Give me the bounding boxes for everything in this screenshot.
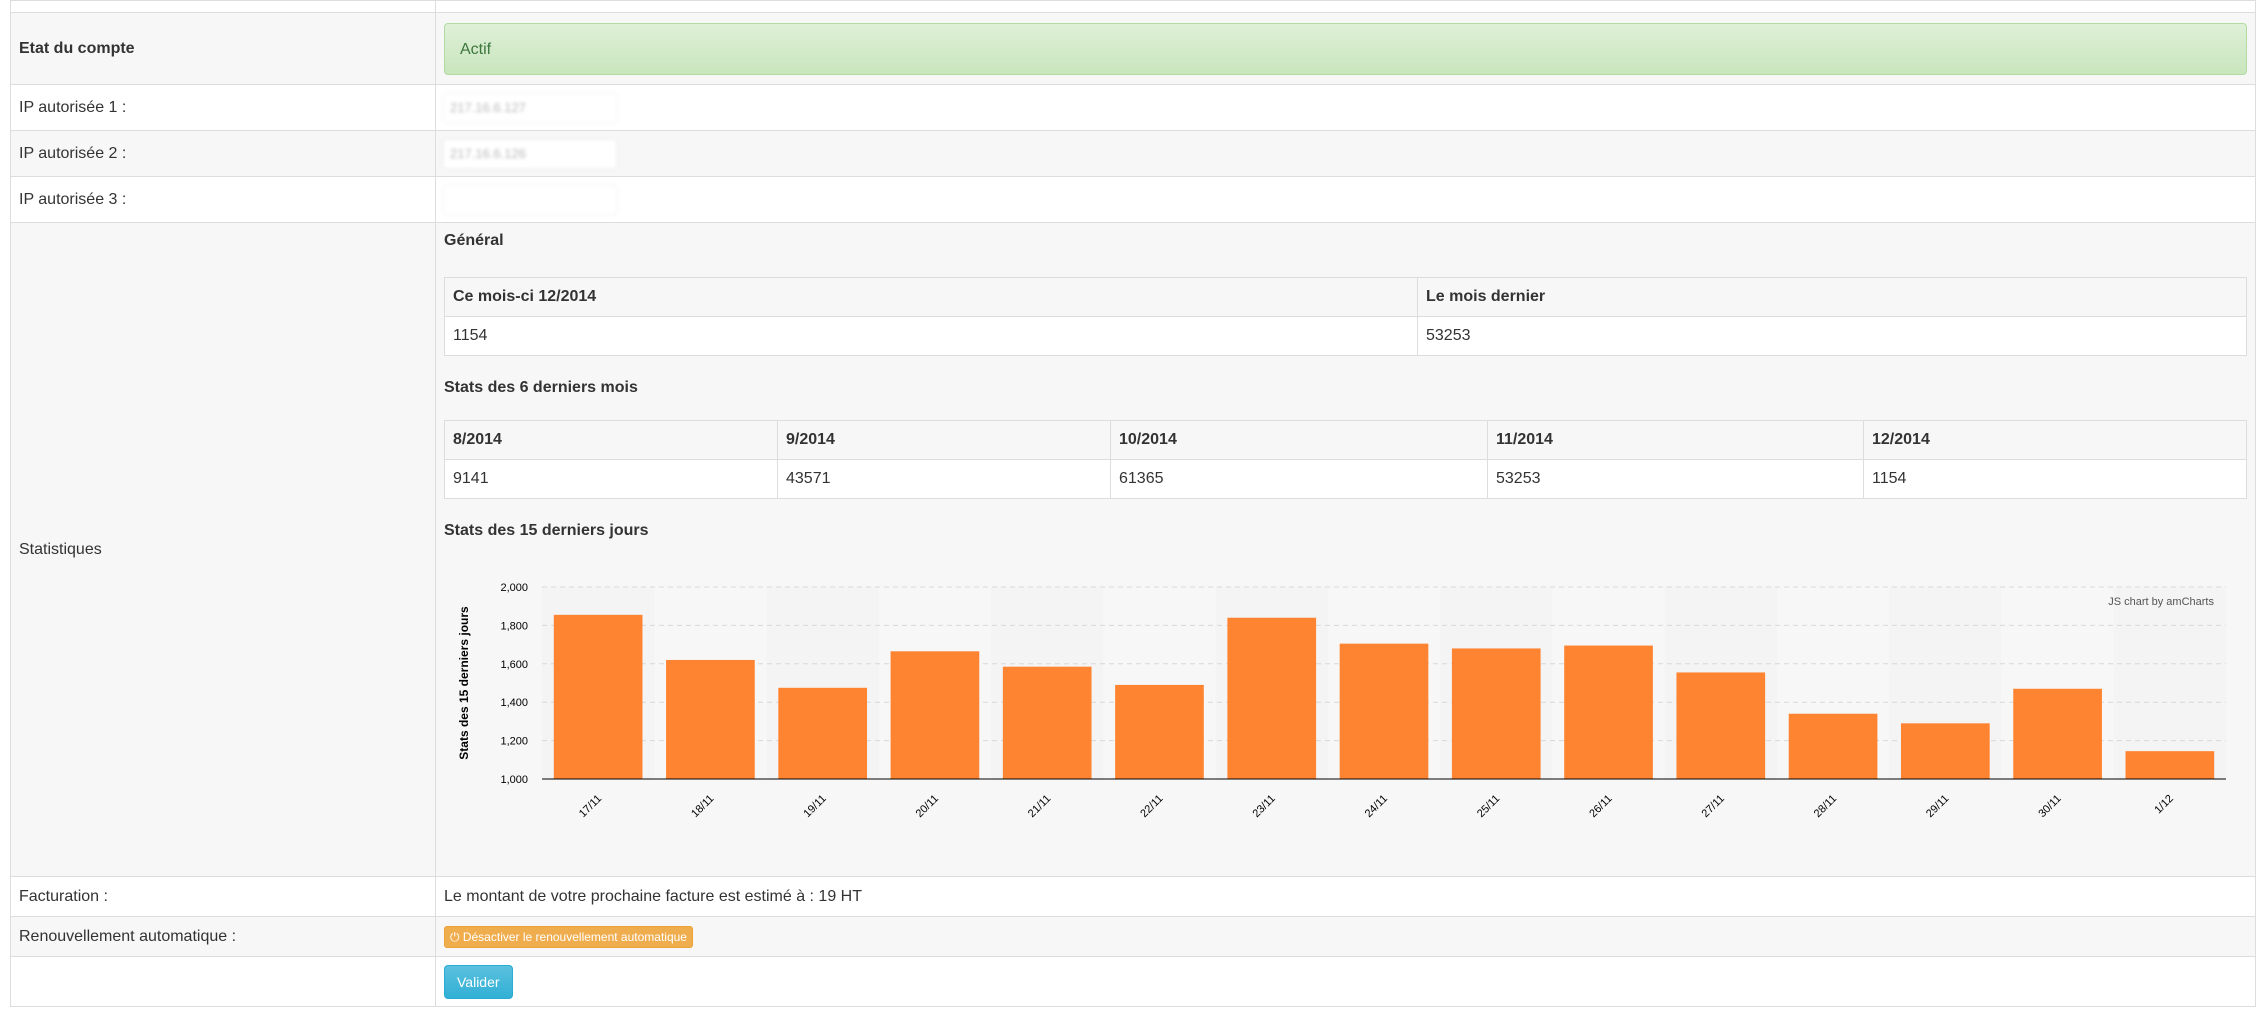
ip1-input[interactable]: 217.16.6.127	[444, 93, 616, 122]
chart-bar	[1227, 617, 1317, 779]
month-value: 43571	[777, 459, 1111, 499]
disable-renewal-button-label: Désactiver le renouvellement automatique	[462, 929, 687, 944]
six-months-table: 8/2014 9/2014 10/2014 11/2014 12/2014 91…	[444, 420, 2247, 499]
chart-credit: JS chart by amCharts	[2108, 596, 2214, 608]
statistics-row: Statistiques Général Ce mois-ci 12/2014 …	[10, 222, 2256, 877]
general-header-current: Ce mois-ci 12/2014	[444, 277, 1418, 317]
x-tick-label: 18/11	[689, 793, 716, 820]
general-table: Ce mois-ci 12/2014 Le mois dernier 1154 …	[444, 277, 2247, 356]
general-value-last: 53253	[1417, 316, 2247, 356]
daily-stats-chart: 1,000 1,200 1,400 1,600 1,800 2,000 17/11 18/11…	[444, 545, 2244, 855]
account-status-label: Etat du compte	[10, 12, 436, 85]
account-form: Etat du compte Actif IP autorisée 1 : 21…	[10, 0, 2256, 1007]
x-tick-label: 25/11	[1475, 793, 1502, 820]
general-header-last: Le mois dernier	[1417, 277, 2247, 317]
y-tick-label: 1,000	[500, 774, 528, 786]
general-value-current: 1154	[444, 316, 1418, 356]
y-tick-label: 1,400	[500, 697, 528, 709]
account-status-row: Etat du compte Actif	[10, 12, 2256, 85]
account-status-badge: Actif	[444, 22, 2247, 75]
statistics-label: Statistiques	[10, 222, 436, 877]
chart-bar	[1676, 672, 1766, 779]
renewal-label: Renouvellement automatique :	[10, 916, 436, 957]
x-tick-label: 22/11	[1138, 793, 1165, 820]
x-tick-label: 27/11	[1700, 793, 1727, 820]
six-months-title: Stats des 6 derniers mois	[444, 379, 638, 396]
chart-bar	[778, 687, 868, 779]
disable-renewal-button[interactable]: ⏻ Désactiver le renouvellement automatiq…	[444, 925, 693, 948]
account-table: Etat du compte Actif IP autorisée 1 : 21…	[10, 0, 2256, 1007]
y-tick-label: 1,200	[500, 736, 528, 748]
x-tick-label: 24/11	[1363, 793, 1390, 820]
chart-bar	[666, 659, 755, 779]
chart-bar	[553, 614, 643, 779]
month-value: 61365	[1110, 459, 1488, 499]
ip2-row: IP autorisée 2 : 217.16.6.126	[10, 130, 2256, 177]
chart-bar	[1339, 643, 1429, 779]
general-header-row: Ce mois-ci 12/2014 Le mois dernier	[444, 277, 2247, 317]
billing-label: Facturation :	[10, 876, 436, 917]
x-tick-label: 21/11	[1026, 793, 1053, 820]
submit-button[interactable]: Valider	[444, 964, 513, 999]
chart-bar	[2013, 688, 2102, 779]
power-icon: ⏻	[450, 929, 460, 944]
general-title: Général	[444, 232, 504, 249]
month-header: 9/2014	[777, 420, 1111, 460]
x-tick-label: 29/11	[1924, 793, 1951, 820]
chart-bar	[1564, 645, 1653, 779]
chart-bar	[2125, 751, 2215, 779]
chart-bar	[890, 651, 980, 779]
y-axis-label: Stats des 15 derniers jours	[457, 606, 471, 760]
month-header: 11/2014	[1487, 420, 1864, 460]
top-spacer-row	[10, 0, 2256, 13]
month-header: 10/2014	[1110, 420, 1488, 460]
y-tick-label: 1,800	[500, 620, 528, 632]
ip2-input[interactable]: 217.16.6.126	[444, 139, 616, 168]
chart-bar	[1115, 684, 1204, 779]
billing-row: Facturation : Le montant de votre procha…	[10, 876, 2256, 917]
ip1-row: IP autorisée 1 : 217.16.6.127	[10, 84, 2256, 131]
chart-bar	[1900, 723, 1990, 779]
month-value: 9141	[444, 459, 778, 499]
x-tick-label: 30/11	[2036, 793, 2063, 820]
chart-bar	[1788, 713, 1878, 779]
six-months-value-row: 9141 43571 61365 53253 1154	[444, 459, 2247, 499]
month-value: 53253	[1487, 459, 1864, 499]
fifteen-days-title: Stats des 15 derniers jours	[444, 522, 649, 539]
x-tick-label: 26/11	[1587, 793, 1614, 820]
ip2-label: IP autorisée 2 :	[10, 130, 436, 177]
month-value: 1154	[1863, 459, 2247, 499]
x-tick-label: 20/11	[914, 793, 941, 820]
x-tick-label: 23/11	[1250, 793, 1277, 820]
six-months-header-row: 8/2014 9/2014 10/2014 11/2014 12/2014	[444, 420, 2247, 460]
y-tick-label: 2,000	[500, 582, 528, 594]
submit-row: Valider	[10, 956, 2256, 1007]
y-tick-label: 1,600	[500, 659, 528, 671]
ip3-input[interactable]	[444, 185, 616, 214]
month-header: 8/2014	[444, 420, 778, 460]
daily-stats-chart-svg: 1,000 1,200 1,400 1,600 1,800 2,000 17/11 18/11…	[457, 582, 2226, 820]
x-tick-label: 19/11	[801, 793, 828, 820]
month-header: 12/2014	[1863, 420, 2247, 460]
chart-band	[2113, 587, 2226, 779]
x-tick-label: 28/11	[1812, 793, 1839, 820]
ip3-row: IP autorisée 3 :	[10, 176, 2256, 223]
renewal-row: Renouvellement automatique : ⏻ Désactive…	[10, 916, 2256, 957]
chart-bar	[1451, 648, 1541, 779]
chart-bar	[1002, 666, 1092, 779]
ip1-label: IP autorisée 1 :	[10, 84, 436, 131]
x-tick-label: 1/12	[2152, 793, 2176, 817]
ip3-label: IP autorisée 3 :	[10, 176, 436, 223]
general-value-row: 1154 53253	[444, 316, 2247, 356]
x-tick-label: 17/11	[577, 793, 604, 820]
billing-text: Le montant de votre prochaine facture es…	[435, 876, 2256, 917]
